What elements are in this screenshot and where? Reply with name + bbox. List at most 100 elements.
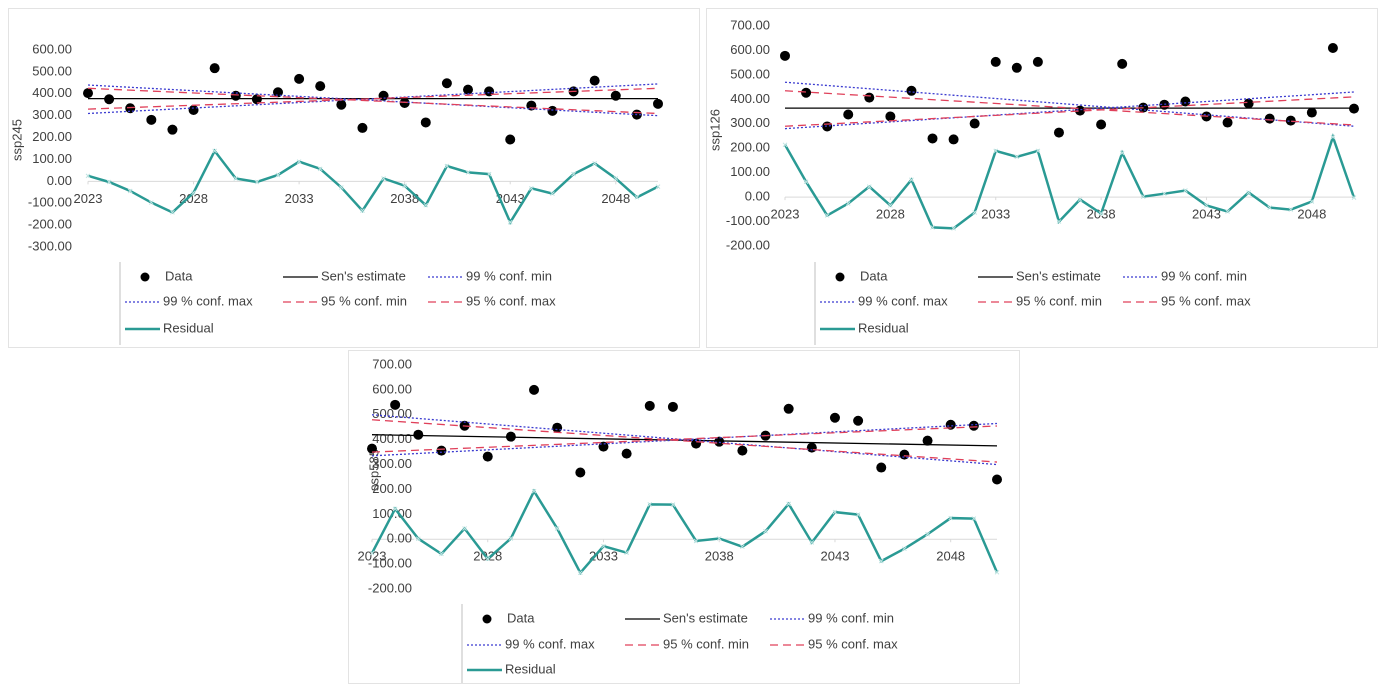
legend-label: 99 % conf. max [505, 636, 595, 651]
x-tick-label: 2048 [1297, 207, 1326, 222]
residual-marker [402, 183, 408, 189]
data-point [552, 422, 563, 433]
data-point [1327, 43, 1338, 53]
residual-marker [1309, 199, 1315, 204]
residual-marker [1140, 194, 1146, 199]
data-point [315, 81, 326, 92]
data-point [413, 429, 424, 440]
data-point [104, 94, 115, 105]
data-point [1243, 98, 1254, 109]
residual-marker [508, 536, 514, 541]
residual-marker [948, 515, 954, 521]
data-point [864, 92, 875, 103]
series-line [87, 87, 659, 110]
data-point [1306, 107, 1317, 118]
y-tick-label: -100.00 [368, 556, 412, 571]
y-tick-label: 0.00 [387, 531, 412, 546]
legend-symbol [482, 614, 492, 624]
data-point [1096, 119, 1107, 130]
data-point [1285, 115, 1296, 126]
legend-label: 95 % conf. min [321, 293, 407, 308]
x-tick-label: 2023 [771, 207, 800, 222]
data-point [1264, 113, 1275, 124]
y-tick-label: 200.00 [32, 129, 72, 144]
data-point [575, 467, 586, 478]
data-point [505, 134, 516, 145]
data-point [610, 90, 621, 101]
data-point [1011, 62, 1022, 73]
residual-marker [360, 208, 365, 214]
residual-marker [85, 173, 91, 179]
y-tick-label: 300.00 [730, 115, 770, 130]
residual-marker [1098, 211, 1104, 216]
residual-marker [1267, 205, 1273, 210]
residual-marker [465, 170, 471, 175]
residual-marker [693, 538, 699, 544]
residual-marker [994, 569, 1000, 575]
data-point [420, 117, 431, 128]
data-point [714, 436, 725, 447]
series-line [87, 87, 659, 115]
legend-label: 95 % conf. max [808, 636, 898, 651]
residual-marker [233, 176, 239, 181]
data-point [927, 133, 938, 144]
data-point [876, 462, 887, 473]
residual-marker [554, 526, 560, 531]
residual-marker [212, 148, 218, 154]
series-line [370, 488, 999, 576]
series-line [783, 133, 1356, 230]
residual-marker [930, 225, 935, 230]
y-tick-label: 500.00 [32, 63, 72, 78]
legend-label: 99 % conf. max [858, 293, 948, 308]
residual-marker [439, 551, 444, 557]
x-tick-label: 2023 [358, 549, 387, 564]
legend-symbol [140, 272, 150, 282]
residual-marker [670, 502, 676, 507]
y-axis-label: ssp245 [9, 119, 24, 161]
residual-marker [148, 200, 154, 205]
y-tick-label: 0.00 [745, 189, 770, 204]
residual-marker [392, 506, 398, 512]
y-tick-label: -200.00 [726, 237, 770, 252]
series-line [784, 91, 1355, 130]
residual-marker [1056, 219, 1062, 224]
data-point [1117, 58, 1128, 69]
data-point [441, 78, 452, 89]
residual-marker [763, 528, 768, 534]
data-point [436, 445, 447, 456]
data-point [653, 98, 663, 109]
data-point [294, 73, 305, 84]
residual-marker [1161, 191, 1167, 197]
residual-marker [1204, 203, 1209, 208]
data-point [906, 85, 917, 96]
data-point [853, 415, 864, 426]
residual-marker [415, 536, 421, 542]
legend-label: Sen's estimate [321, 268, 406, 283]
residual-marker [191, 190, 196, 196]
legend-label: Residual [505, 661, 556, 676]
residual-marker [507, 219, 513, 225]
residual-marker [909, 177, 914, 183]
legend-label: 95 % conf. min [1016, 293, 1102, 308]
residual-marker [423, 202, 429, 208]
residual-marker [902, 546, 907, 552]
residual-marker [1119, 150, 1125, 156]
residual-marker [740, 544, 745, 550]
data-point [390, 399, 401, 410]
y-tick-label: 600.00 [730, 42, 770, 57]
legend-label: 95 % conf. min [663, 636, 749, 651]
y-tick-label: 700.00 [730, 17, 770, 32]
x-tick-label: 2028 [876, 207, 905, 222]
legend-label: Sen's estimate [663, 610, 748, 625]
data-point [1053, 127, 1064, 138]
legend-label: 99 % conf. min [1161, 268, 1247, 283]
series-line [371, 425, 998, 453]
data-point [83, 88, 93, 99]
residual-marker [993, 148, 999, 154]
residual-marker [275, 172, 281, 178]
residual-marker [1014, 154, 1020, 160]
series-line [87, 83, 659, 115]
data-point [822, 121, 833, 132]
data-point [737, 445, 748, 456]
